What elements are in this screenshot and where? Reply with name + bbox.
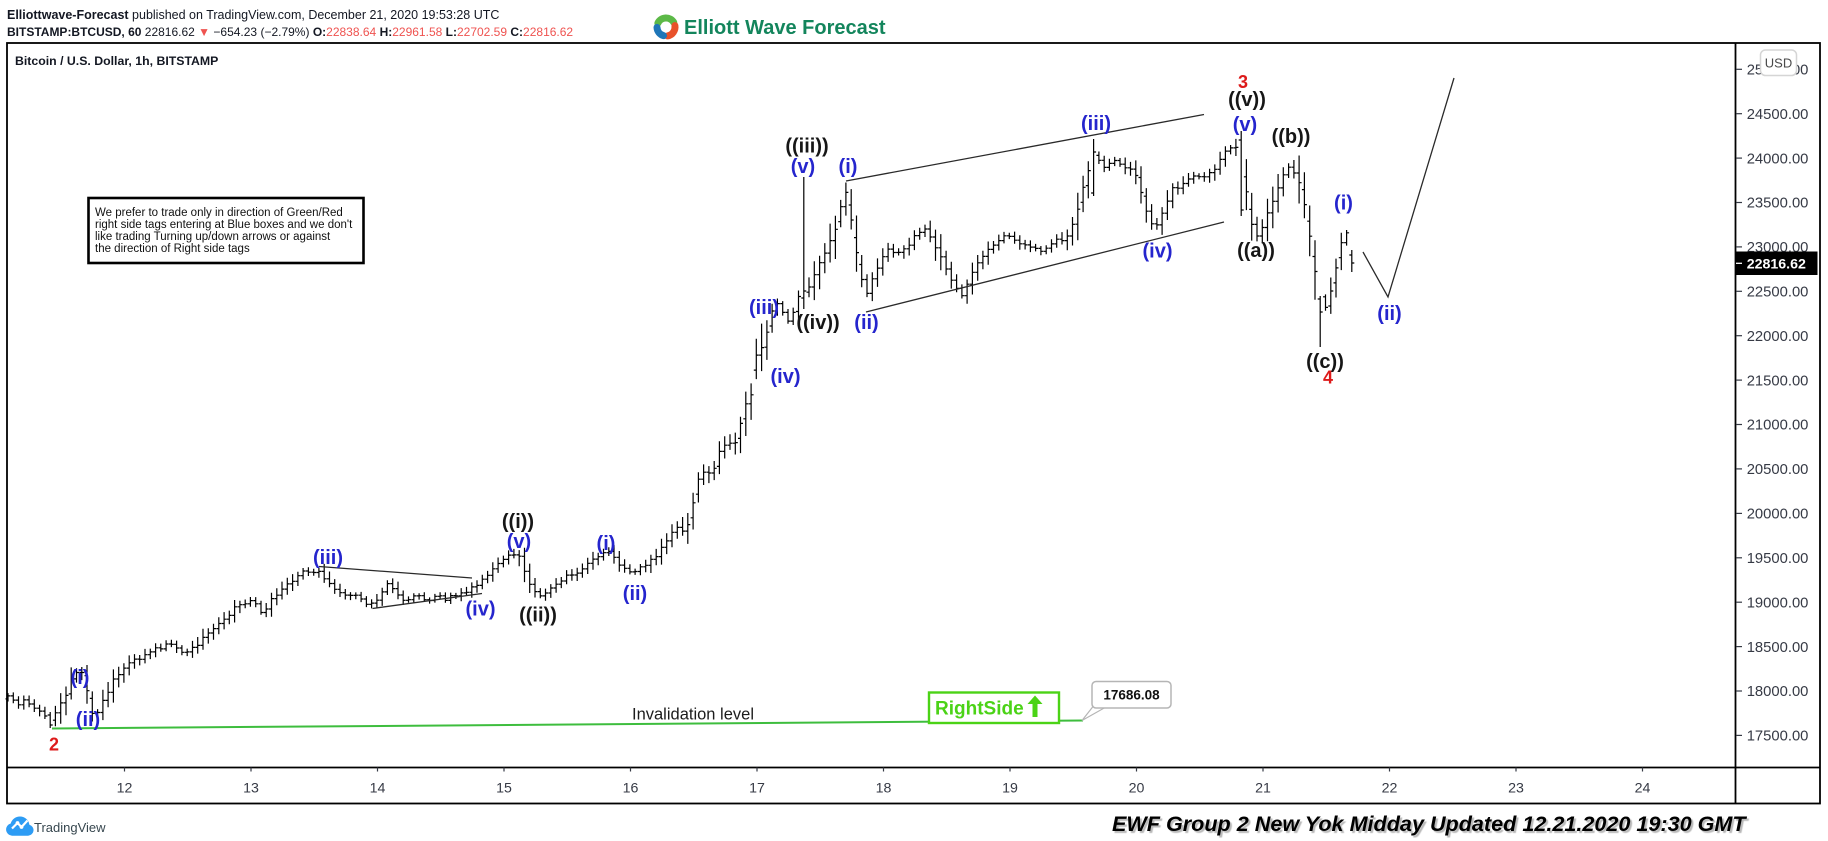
svg-text:19500.00: 19500.00 (1747, 551, 1809, 567)
svg-text:16: 16 (623, 780, 639, 796)
svg-text:13: 13 (243, 780, 259, 796)
svg-text:18500.00: 18500.00 (1747, 640, 1809, 656)
svg-text:21: 21 (1255, 780, 1271, 796)
svg-text:(iv): (iv) (466, 599, 496, 621)
svg-text:22500.00: 22500.00 (1747, 285, 1809, 301)
svg-text:(v): (v) (1233, 114, 1257, 136)
svg-text:(ii): (ii) (76, 709, 100, 731)
svg-text:14: 14 (370, 780, 386, 796)
svg-text:like trading Turning up/down a: like trading Turning up/down arrows or a… (95, 231, 331, 243)
svg-text:(iv): (iv) (771, 366, 801, 388)
svg-text:(i): (i) (71, 667, 90, 689)
svg-text:Invalidation level: Invalidation level (632, 706, 754, 724)
svg-text:(ii): (ii) (1377, 303, 1401, 325)
svg-text:(iii): (iii) (313, 547, 343, 569)
svg-text:24500.00: 24500.00 (1747, 107, 1809, 123)
svg-text:20: 20 (1129, 780, 1145, 796)
svg-text:(iii): (iii) (1081, 113, 1111, 135)
svg-text:BITSTAMP:BTCUSD, 60 22816.62: BITSTAMP:BTCUSD, 60 22816.62 ▼ −654.23 (… (7, 25, 573, 39)
svg-text:19: 19 (1002, 780, 1018, 796)
svg-text:24: 24 (1635, 780, 1651, 796)
svg-text:22: 22 (1382, 780, 1398, 796)
svg-text:((iii)): ((iii)) (785, 136, 828, 158)
svg-text:23500.00: 23500.00 (1747, 196, 1809, 212)
svg-text:(i): (i) (597, 533, 616, 555)
svg-text:(v): (v) (791, 156, 815, 178)
svg-text:17686.08: 17686.08 (1103, 688, 1160, 703)
svg-text:((b)): ((b)) (1272, 126, 1311, 148)
svg-text:the direction of Right side ta: the direction of Right side tags (95, 243, 250, 255)
svg-text:24000.00: 24000.00 (1747, 151, 1809, 167)
svg-text:(v): (v) (507, 531, 531, 553)
svg-text:21000.00: 21000.00 (1747, 418, 1809, 434)
svg-text:Bitcoin / U.S. Dollar, 1h, BIT: Bitcoin / U.S. Dollar, 1h, BITSTAMP (15, 54, 218, 68)
svg-text:RightSide: RightSide (935, 699, 1024, 720)
svg-text:((c)): ((c)) (1306, 351, 1344, 373)
svg-text:We prefer to trade only in dir: We prefer to trade only in direction of … (95, 207, 343, 219)
svg-text:USD: USD (1765, 56, 1792, 71)
svg-text:23: 23 (1508, 780, 1524, 796)
svg-text:18000.00: 18000.00 (1747, 684, 1809, 700)
svg-text:12: 12 (117, 780, 133, 796)
svg-text:right side tags entering at Bl: right side tags entering at Blue boxes a… (95, 219, 353, 231)
svg-text:Elliott Wave Forecast: Elliott Wave Forecast (684, 17, 886, 39)
svg-text:((iv)): ((iv)) (796, 312, 839, 334)
svg-text:17500.00: 17500.00 (1747, 729, 1809, 745)
svg-text:18: 18 (876, 780, 892, 796)
svg-text:2: 2 (49, 735, 59, 755)
svg-text:((v)): ((v)) (1228, 89, 1266, 111)
svg-text:(iii): (iii) (749, 297, 779, 319)
svg-text:(i): (i) (1334, 193, 1353, 215)
svg-text:(i): (i) (839, 156, 858, 178)
svg-text:21500.00: 21500.00 (1747, 373, 1809, 389)
svg-text:20000.00: 20000.00 (1747, 507, 1809, 523)
svg-text:4: 4 (1323, 368, 1333, 388)
svg-text:19000.00: 19000.00 (1747, 595, 1809, 611)
svg-text:22000.00: 22000.00 (1747, 329, 1809, 345)
svg-text:15: 15 (496, 780, 512, 796)
svg-text:((a)): ((a)) (1237, 240, 1275, 262)
svg-text:(ii): (ii) (623, 583, 647, 605)
svg-text:Elliottwave-Forecast published: Elliottwave-Forecast published on Tradin… (7, 8, 499, 22)
svg-text:20500.00: 20500.00 (1747, 462, 1809, 478)
svg-text:TradingView: TradingView (34, 820, 106, 835)
svg-text:(iv): (iv) (1143, 241, 1173, 263)
svg-text:((i)): ((i)) (502, 511, 534, 533)
svg-text:17: 17 (749, 780, 765, 796)
svg-text:22816.62: 22816.62 (1747, 256, 1806, 272)
svg-text:3: 3 (1238, 72, 1248, 92)
svg-text:((ii)): ((ii)) (519, 605, 557, 627)
svg-text:(ii): (ii) (854, 312, 878, 334)
